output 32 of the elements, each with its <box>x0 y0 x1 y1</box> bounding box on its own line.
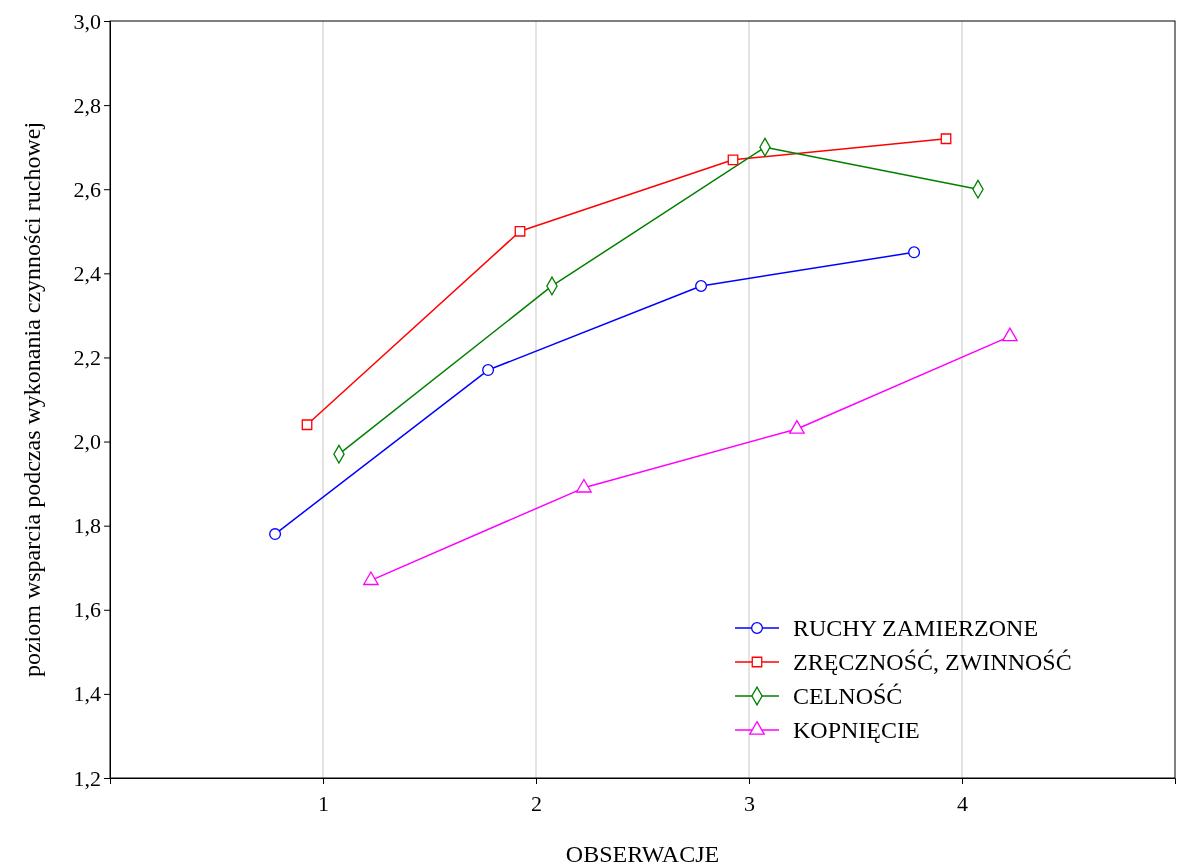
x-tick-label: 2 <box>531 791 542 817</box>
y-tick-label: 2,6 <box>73 176 101 202</box>
point <box>301 419 313 431</box>
point <box>576 478 592 493</box>
point <box>789 419 805 434</box>
y-tick-label: 1,6 <box>73 597 101 623</box>
point <box>514 225 526 237</box>
point <box>695 279 708 292</box>
legend-label: RUCHY ZAMIERZONE <box>793 615 1039 641</box>
y-tick-label: 2,2 <box>73 344 101 370</box>
point <box>1002 327 1018 342</box>
x-tick-label: 3 <box>744 791 755 817</box>
y-tick-label: 2,4 <box>73 260 101 286</box>
y-axis-title: poziom wsparcia podczas wykonania czynności ruchowej <box>19 121 45 678</box>
point <box>908 246 921 259</box>
point <box>940 133 952 145</box>
y-tick-label: 1,2 <box>73 765 101 791</box>
y-tick-label: 3,0 <box>73 8 101 34</box>
x-axis-title: OBSERWACJE <box>565 841 720 867</box>
x-tick-label: 1 <box>318 791 329 817</box>
legend-label: KOPNIĘCIE <box>793 717 920 743</box>
x-tick-label: 4 <box>957 791 968 817</box>
y-tick-label: 2,8 <box>73 92 101 118</box>
y-tick-label: 1,4 <box>73 681 101 707</box>
y-tick-label: 2,0 <box>73 429 101 455</box>
legend-label: ZRĘCZNOŚĆ, ZWINNOŚĆ <box>793 649 1072 675</box>
point <box>482 364 495 377</box>
point <box>727 154 739 166</box>
legend-label: CELNOŚĆ <box>793 683 903 709</box>
point <box>363 571 379 586</box>
point <box>269 528 282 541</box>
y-tick-label: 1,8 <box>73 513 101 539</box>
